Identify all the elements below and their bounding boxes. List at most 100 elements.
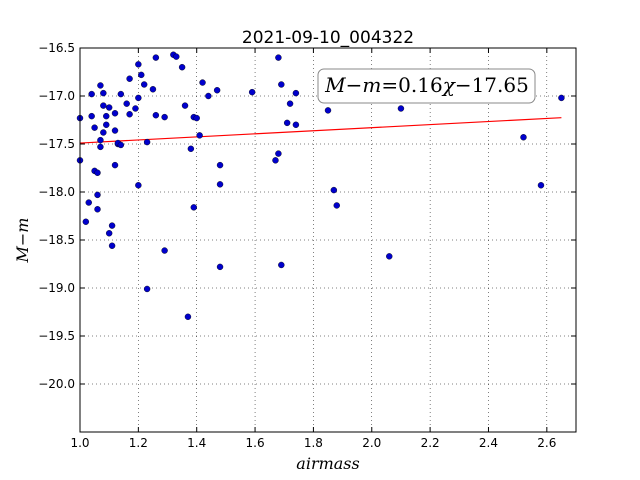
y-tick-label: −18.5 (38, 233, 75, 247)
fit-equation-text: M−m=0.16χ−17.65 (324, 73, 529, 97)
data-point (97, 82, 104, 89)
fit-eq-part-3: m (362, 73, 381, 97)
y-axis-label: M−m (13, 218, 32, 264)
data-point (152, 54, 160, 61)
x-tick-label: 1.4 (187, 436, 206, 450)
x-tick-label: 2.2 (421, 436, 440, 450)
x-tick-label: 2.4 (479, 436, 498, 450)
data-point (100, 89, 107, 97)
data-point (94, 191, 101, 199)
data-point (135, 182, 142, 189)
x-tick-label: 1.2 (129, 436, 148, 450)
data-point (135, 94, 142, 102)
fit-eq-part-5: χ (441, 73, 457, 97)
data-point (292, 121, 300, 129)
fit-eq-part-2: − (346, 73, 363, 97)
fit-equation-box (317, 68, 536, 104)
data-point (184, 313, 192, 320)
data-point (123, 100, 130, 107)
data-point (88, 112, 95, 120)
data-point (187, 145, 195, 153)
x-tick-label: 2.6 (537, 436, 556, 450)
data-point (173, 53, 180, 60)
data-point (103, 121, 110, 129)
data-point (216, 161, 224, 169)
data-point (330, 186, 338, 194)
data-point (91, 124, 98, 131)
data-point (216, 181, 224, 188)
data-point (161, 247, 168, 254)
data-point (537, 182, 545, 189)
data-point (82, 218, 90, 225)
x-tick-label: 2.0 (362, 436, 381, 450)
data-point (105, 230, 113, 237)
data-point (178, 63, 186, 71)
chart-title: 2021-09-10_004322 (242, 28, 414, 48)
data-point (216, 263, 224, 271)
data-point (333, 202, 340, 209)
data-point (149, 86, 157, 93)
data-point (117, 90, 125, 98)
data-point (108, 222, 116, 229)
data-point (205, 92, 212, 100)
data-point (196, 132, 203, 139)
data-point (275, 54, 282, 61)
data-point (126, 75, 133, 82)
data-point (283, 119, 291, 127)
data-point (138, 71, 145, 79)
data-point (103, 112, 110, 120)
y-tick-label: −19.0 (38, 281, 75, 295)
x-tick-label: 1.8 (304, 436, 323, 450)
data-point (97, 136, 104, 144)
y-tick-label: −16.5 (38, 41, 75, 55)
x-tick-label: 1.6 (246, 436, 265, 450)
data-point (143, 138, 151, 146)
data-point (94, 169, 101, 177)
data-point (100, 129, 107, 136)
data-point (199, 79, 206, 86)
data-point (193, 114, 200, 122)
data-point (135, 61, 142, 68)
data-point (100, 102, 107, 109)
y-tick-label: −18.0 (38, 185, 75, 199)
data-point (111, 127, 119, 134)
data-point (324, 107, 332, 114)
data-point (111, 161, 119, 169)
data-points (76, 51, 565, 320)
data-point (272, 157, 279, 164)
data-point (152, 111, 160, 119)
data-point (558, 94, 565, 102)
fit-equation-annotation: M−m=0.16χ−17.65 (317, 68, 536, 104)
data-point (88, 90, 95, 98)
data-point (94, 206, 101, 213)
data-point (292, 89, 300, 97)
data-point (132, 105, 139, 112)
x-tick-label: 1.0 (70, 436, 89, 450)
y-tick-label: −17.0 (38, 89, 75, 103)
x-axis-label: airmass (296, 454, 359, 473)
data-point (278, 81, 285, 88)
data-point (85, 199, 92, 206)
data-point (190, 204, 197, 211)
data-point (397, 105, 405, 112)
fit-eq-part-6: −17.65 (455, 73, 529, 97)
data-point (181, 102, 189, 109)
y-tick-label: −17.5 (38, 137, 75, 151)
data-point (105, 104, 113, 111)
data-point (213, 87, 221, 94)
fit-line-group (79, 117, 562, 144)
data-point (126, 111, 133, 118)
data-point (111, 110, 119, 117)
data-point (97, 143, 104, 151)
data-point (520, 134, 527, 141)
fit-eq-part-1: M (324, 73, 346, 97)
data-point (143, 285, 151, 293)
y-tick-label: −20.0 (38, 377, 75, 391)
data-point (386, 253, 393, 260)
data-point (161, 113, 168, 121)
y-tick-label: −19.5 (38, 329, 75, 343)
data-point (140, 81, 148, 88)
data-point (108, 242, 116, 249)
data-point (278, 261, 285, 269)
